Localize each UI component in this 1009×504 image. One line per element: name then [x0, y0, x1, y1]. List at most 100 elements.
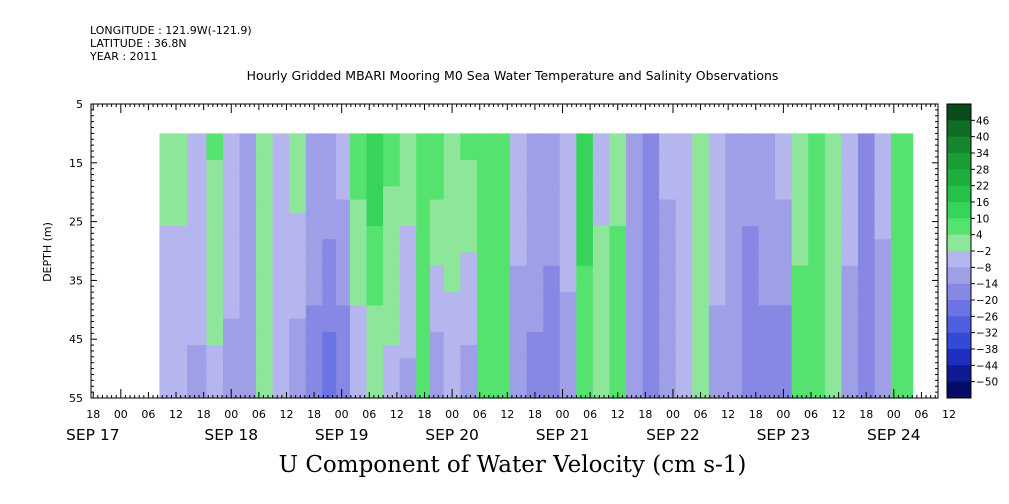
heatmap-cell [559, 331, 577, 346]
heatmap-cell [741, 212, 760, 227]
heatmap-cell [416, 331, 431, 346]
heatmap-cell [239, 318, 257, 333]
heatmap-cell [272, 331, 290, 346]
x-date-label: SEP 19 [315, 426, 369, 444]
heatmap-cell [708, 239, 727, 254]
heatmap-cell [642, 252, 660, 267]
heatmap-cell [460, 318, 478, 333]
heatmap-cell [256, 318, 274, 333]
heatmap-cell [349, 371, 368, 386]
heatmap-cell [322, 318, 337, 333]
heatmap-cell [416, 358, 431, 373]
heatmap-cell [493, 345, 511, 359]
heatmap-cell [609, 331, 627, 346]
heatmap-cell [857, 186, 876, 201]
heatmap-cell [824, 212, 842, 227]
heatmap-cell [626, 199, 644, 214]
heatmap-cell [775, 278, 793, 293]
heatmap-cell [576, 358, 594, 373]
heatmap-cell [272, 265, 290, 280]
heatmap-cell [659, 305, 677, 320]
heatmap-cell [675, 239, 693, 254]
heatmap-cell [874, 212, 892, 227]
heatmap-cell [841, 318, 859, 333]
heatmap-cell [322, 239, 337, 254]
heatmap-cell [576, 133, 594, 148]
heatmap-cell [399, 345, 417, 359]
heatmap-cell [272, 358, 290, 373]
heatmap-cell [336, 371, 351, 386]
heatmap-cell [841, 133, 859, 148]
heatmap-cell [383, 305, 401, 320]
heatmap-cell [642, 239, 660, 254]
x-hour-label: 18 [86, 408, 100, 421]
heatmap-cell [576, 252, 594, 267]
heatmap-cell [841, 384, 859, 399]
heatmap-cell [526, 252, 544, 267]
heatmap-cell [206, 384, 224, 399]
heatmap-cell [416, 305, 431, 320]
heatmap-cell [725, 318, 743, 333]
heatmap-cell [443, 159, 461, 174]
heatmap-cell [399, 212, 417, 227]
heatmap-cell [891, 133, 914, 148]
heatmap-cell [675, 186, 693, 201]
heatmap-cell [708, 318, 727, 333]
heatmap-cell [891, 331, 914, 346]
heatmap-cell [322, 186, 337, 201]
heatmap-cell [443, 252, 461, 267]
heatmap-cell [725, 199, 743, 214]
heatmap-cell [857, 199, 876, 214]
heatmap-cell [775, 239, 793, 254]
heatmap-cell [256, 331, 274, 346]
heatmap-cell [725, 358, 743, 373]
heatmap-cell [256, 292, 274, 306]
heatmap-cell [559, 212, 577, 227]
heatmap-cell [609, 252, 627, 267]
heatmap-cell [543, 384, 561, 399]
heatmap-cell [349, 212, 368, 227]
colorbar-swatch [947, 267, 971, 285]
heatmap-cell [808, 358, 826, 373]
heatmap-cell [272, 318, 290, 333]
heatmap-cell [708, 371, 727, 386]
heatmap-cell [159, 146, 188, 161]
heatmap-cell [559, 252, 577, 267]
heatmap-cell [349, 345, 368, 359]
heatmap-cell [626, 358, 644, 373]
colorbar-swatch [947, 365, 971, 383]
heatmap-cell [322, 345, 337, 359]
heatmap-cell [383, 159, 401, 174]
heatmap-cell [272, 133, 290, 148]
heatmap-cell [543, 226, 561, 240]
heatmap-cell [891, 146, 914, 161]
heatmap-cell [336, 239, 351, 254]
heatmap-cell [659, 199, 677, 214]
heatmap-cell [476, 278, 495, 293]
y-tick-label: 55 [69, 392, 83, 405]
heatmap-cell [336, 305, 351, 320]
heatmap-cell [322, 199, 337, 214]
heatmap-cell [642, 199, 660, 214]
heatmap-cell [891, 199, 914, 214]
colorbar-swatch [947, 202, 971, 219]
x-hour-label: 18 [417, 408, 431, 421]
heatmap-cell [430, 384, 445, 399]
colorbar-swatch [947, 283, 971, 301]
heatmap-cell [758, 292, 776, 306]
heatmap-cell [526, 226, 544, 240]
heatmap-cell [430, 331, 445, 346]
heatmap-cell [758, 358, 776, 373]
heatmap-cell [493, 265, 511, 280]
heatmap-cell [791, 252, 809, 267]
heatmap-cell [256, 384, 274, 399]
x-date-label: SEP 18 [204, 426, 258, 444]
heatmap-cell [493, 159, 511, 174]
heatmap-cell [493, 146, 511, 161]
heatmap-cell [222, 159, 241, 174]
heatmap-cell [399, 384, 417, 399]
heatmap-cell [289, 292, 307, 306]
heatmap-cell [493, 212, 511, 227]
heatmap-cell [692, 159, 710, 174]
heatmap-cell [857, 146, 876, 161]
